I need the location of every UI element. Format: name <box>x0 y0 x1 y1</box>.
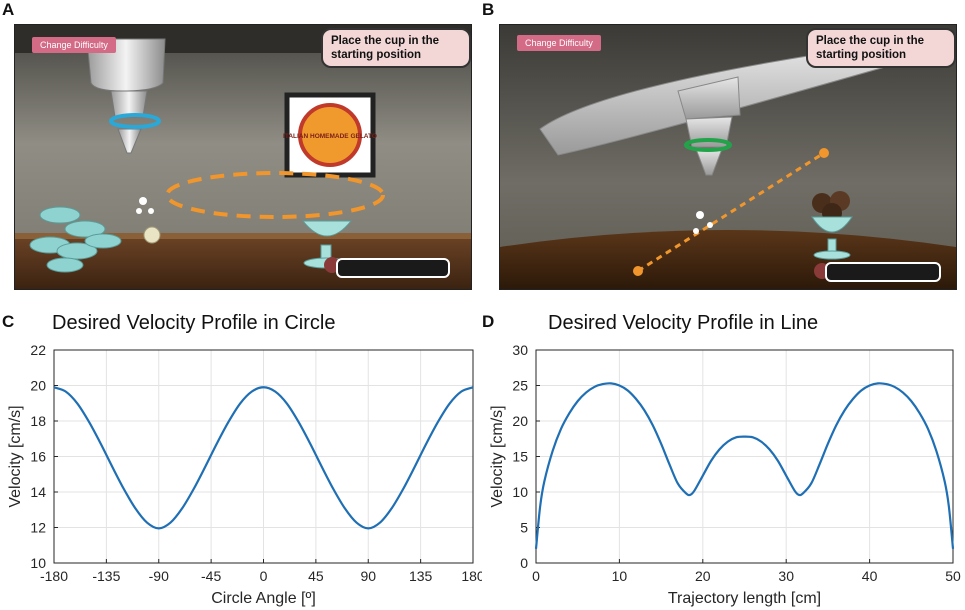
panel-letter-b: B <box>482 0 495 19</box>
instruction-box: Place the cup in the starting position <box>806 28 956 68</box>
game-scene-b: Change Difficulty Place the cup in the s… <box>499 24 957 290</box>
y-tick-label: 15 <box>512 449 528 465</box>
y-tick-label: 18 <box>30 413 46 429</box>
y-axis-label: Velocity [cm/s] <box>489 405 506 507</box>
y-tick-label: 14 <box>30 484 46 500</box>
x-tick-label: -180 <box>40 568 68 584</box>
x-tick-label: 30 <box>778 568 794 584</box>
sparkle-icon <box>693 211 713 234</box>
y-tick-label: 20 <box>512 413 528 429</box>
y-tick-label: 22 <box>30 342 46 358</box>
x-tick-label: 20 <box>695 568 711 584</box>
change-difficulty-button[interactable]: Change Difficulty <box>517 35 601 51</box>
ring-icon <box>109 113 161 129</box>
panel-letter-d: D <box>482 312 495 331</box>
x-tick-label: -90 <box>149 568 169 584</box>
x-tick-label: 50 <box>945 568 961 584</box>
x-tick-label: -135 <box>92 568 120 584</box>
scene-b-artwork <box>500 25 956 289</box>
series-line <box>53 386 474 530</box>
sparkle-icon <box>136 197 154 214</box>
x-tick-label: 0 <box>532 568 540 584</box>
cup-stack-icon <box>29 206 122 273</box>
y-tick-label: 16 <box>30 449 46 465</box>
progress-bar <box>825 262 941 282</box>
x-tick-label: 180 <box>461 568 482 584</box>
chart-title-circle: Desired Velocity Profile in Circle <box>52 312 336 334</box>
x-tick-label: 45 <box>308 568 324 584</box>
chart-circle: -180 -135 -90 -45 0 45 90 135 180 10 12 14 16 18 20 22 C… <box>7 342 482 607</box>
y-axis-label: Velocity [cm/s] <box>7 405 24 507</box>
instruction-box: Place the cup in the starting position <box>321 28 471 68</box>
y-tick-label: 20 <box>30 378 46 394</box>
y-tick-label: 30 <box>512 342 528 358</box>
chart-title-line: Desired Velocity Profile in Line <box>548 312 819 334</box>
panel-letter-a: A <box>2 0 15 19</box>
x-tick-label: 10 <box>612 568 628 584</box>
y-tick-label: 12 <box>30 520 46 536</box>
change-difficulty-button[interactable]: Change Difficulty <box>32 37 116 53</box>
x-tick-label: 135 <box>409 568 433 584</box>
x-axis-label: Trajectory length [cm] <box>668 590 821 607</box>
cup-icon <box>811 191 853 260</box>
y-tick-label: 10 <box>30 555 46 571</box>
chart-line: 0 10 20 30 40 50 0 5 10 15 20 25 30 Trajectory length… <box>489 342 961 607</box>
poster-text: ITALIAN HOMEMADE GELATO <box>283 133 377 140</box>
y-tick-label: 10 <box>512 484 528 500</box>
x-tick-label: -45 <box>201 568 221 584</box>
game-scene-a: ITALIAN HOMEMADE GELATO Change Difficult… <box>14 24 472 290</box>
x-axis-label: Circle Angle [º] <box>211 590 316 607</box>
ring-icon <box>684 138 732 152</box>
series-line <box>534 382 955 549</box>
y-tick-label: 0 <box>520 555 528 571</box>
x-tick-label: 90 <box>360 568 376 584</box>
y-tick-label: 25 <box>512 378 528 394</box>
y-tick-label: 5 <box>520 520 528 536</box>
x-tick-label: 40 <box>862 568 878 584</box>
x-tick-label: 0 <box>260 568 268 584</box>
panel-letter-c: C <box>2 312 15 331</box>
progress-bar <box>336 258 450 278</box>
